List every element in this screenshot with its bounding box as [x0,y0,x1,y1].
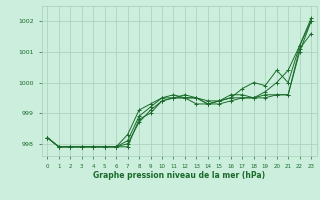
X-axis label: Graphe pression niveau de la mer (hPa): Graphe pression niveau de la mer (hPa) [93,171,265,180]
